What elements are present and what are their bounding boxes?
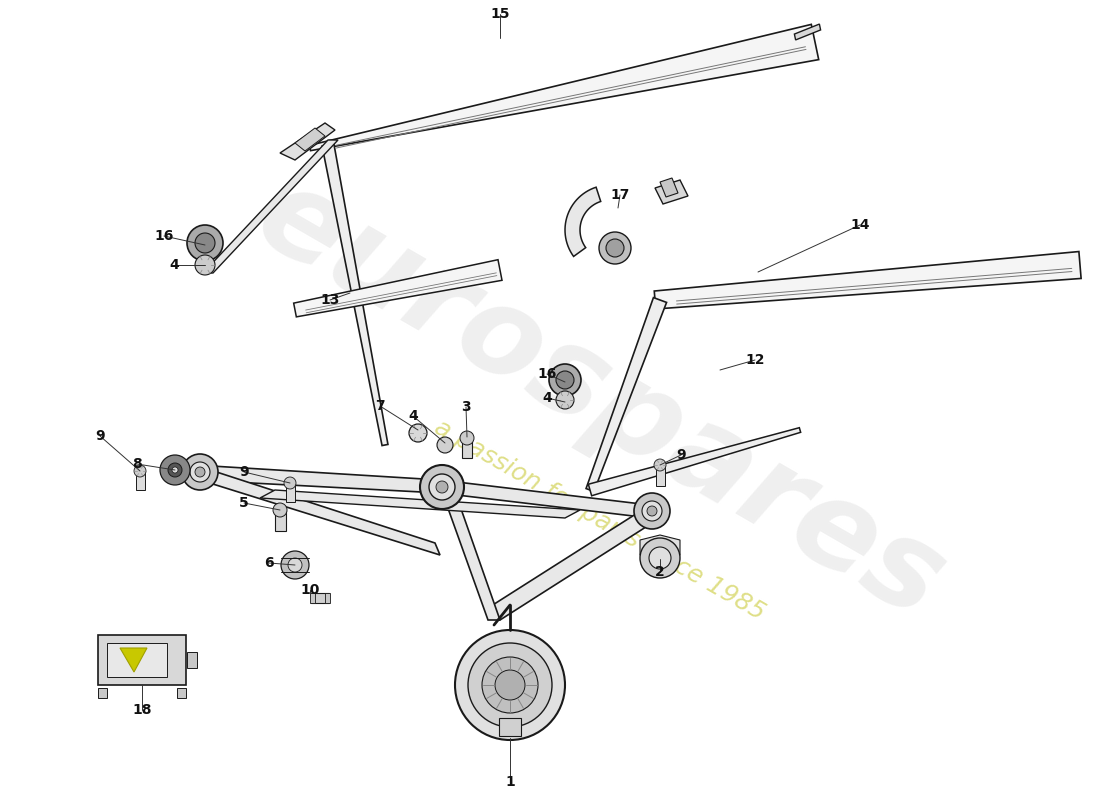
Circle shape xyxy=(182,454,218,490)
Circle shape xyxy=(436,481,448,493)
Circle shape xyxy=(460,431,474,445)
Circle shape xyxy=(190,462,210,482)
Text: 16: 16 xyxy=(537,367,557,381)
Text: eurospares: eurospares xyxy=(236,156,964,644)
Circle shape xyxy=(647,506,657,516)
Circle shape xyxy=(284,477,296,489)
Circle shape xyxy=(634,493,670,529)
Text: 8: 8 xyxy=(132,457,142,471)
Bar xyxy=(311,593,329,603)
Circle shape xyxy=(455,630,565,740)
Polygon shape xyxy=(280,123,336,160)
Circle shape xyxy=(134,465,146,477)
Polygon shape xyxy=(640,535,680,558)
Text: 15: 15 xyxy=(491,7,509,21)
Polygon shape xyxy=(294,260,502,317)
Circle shape xyxy=(273,503,287,517)
Bar xyxy=(286,482,295,502)
Text: a passion for parts since 1985: a passion for parts since 1985 xyxy=(430,415,770,625)
Polygon shape xyxy=(310,593,315,603)
Circle shape xyxy=(556,371,574,389)
Circle shape xyxy=(195,467,205,477)
Polygon shape xyxy=(177,688,186,698)
Polygon shape xyxy=(588,428,801,496)
Polygon shape xyxy=(654,251,1081,309)
Circle shape xyxy=(600,232,631,264)
Polygon shape xyxy=(586,298,667,491)
Text: 4: 4 xyxy=(169,258,179,272)
Bar xyxy=(107,643,167,677)
Circle shape xyxy=(640,538,680,578)
Circle shape xyxy=(468,643,552,727)
Circle shape xyxy=(642,501,662,521)
Text: 6: 6 xyxy=(264,556,274,570)
Circle shape xyxy=(288,558,302,572)
Text: 9: 9 xyxy=(676,448,685,462)
Circle shape xyxy=(649,547,671,569)
Polygon shape xyxy=(260,490,580,518)
Text: 10: 10 xyxy=(300,583,320,597)
Bar xyxy=(135,470,144,490)
Text: 1: 1 xyxy=(505,775,515,789)
Polygon shape xyxy=(440,486,500,620)
Circle shape xyxy=(409,424,427,442)
Bar xyxy=(462,438,472,458)
Polygon shape xyxy=(654,180,688,204)
Circle shape xyxy=(482,657,538,713)
Bar xyxy=(499,718,521,736)
Text: 9: 9 xyxy=(239,465,249,479)
Circle shape xyxy=(437,437,453,453)
Text: 16: 16 xyxy=(154,229,174,243)
Polygon shape xyxy=(440,480,650,518)
Circle shape xyxy=(280,551,309,579)
Circle shape xyxy=(195,233,214,253)
Text: 18: 18 xyxy=(132,703,152,717)
Circle shape xyxy=(549,364,581,396)
Text: 2: 2 xyxy=(656,565,664,579)
Polygon shape xyxy=(322,144,388,446)
Text: 14: 14 xyxy=(850,218,870,232)
Text: 17: 17 xyxy=(610,188,629,202)
Text: 4: 4 xyxy=(542,391,552,405)
Polygon shape xyxy=(565,187,601,257)
Circle shape xyxy=(495,670,525,700)
Polygon shape xyxy=(195,465,440,493)
Polygon shape xyxy=(794,24,821,40)
Polygon shape xyxy=(98,688,107,698)
Polygon shape xyxy=(309,24,818,150)
Polygon shape xyxy=(120,648,147,672)
Polygon shape xyxy=(295,128,324,151)
Polygon shape xyxy=(195,465,440,555)
Circle shape xyxy=(429,474,455,500)
Text: 3: 3 xyxy=(461,400,471,414)
Bar xyxy=(275,509,286,531)
Text: 13: 13 xyxy=(320,293,340,307)
Circle shape xyxy=(606,239,624,257)
Circle shape xyxy=(654,459,666,471)
Text: 9: 9 xyxy=(96,429,104,443)
Circle shape xyxy=(168,463,182,477)
Circle shape xyxy=(556,391,574,409)
Circle shape xyxy=(420,465,464,509)
Bar xyxy=(656,464,664,486)
Polygon shape xyxy=(324,593,330,603)
Text: 5: 5 xyxy=(239,496,249,510)
Polygon shape xyxy=(204,140,338,273)
Polygon shape xyxy=(660,178,678,197)
Circle shape xyxy=(187,225,223,261)
Bar xyxy=(98,635,186,685)
Text: 12: 12 xyxy=(746,353,764,367)
Circle shape xyxy=(172,467,178,473)
Polygon shape xyxy=(488,505,660,620)
Circle shape xyxy=(195,255,214,275)
Text: 4: 4 xyxy=(408,409,418,423)
Text: 7: 7 xyxy=(375,399,385,413)
Circle shape xyxy=(160,455,190,485)
Bar xyxy=(187,652,197,668)
